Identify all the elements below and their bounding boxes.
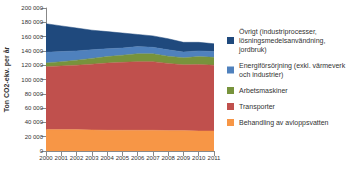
svg-text:120 000: 120 000 (21, 62, 43, 68)
svg-text:2011: 2011 (208, 155, 222, 161)
svg-text:200 000: 200 000 (21, 5, 43, 11)
svg-text:160 000: 160 000 (21, 34, 43, 40)
svg-text:80 000: 80 000 (25, 91, 44, 97)
svg-text:Behandling av avloppsvatten: Behandling av avloppsvatten (239, 119, 329, 127)
svg-text:2003: 2003 (85, 155, 99, 161)
svg-text:Ton CO2-ekv. per år: Ton CO2-ekv. per år (3, 46, 11, 112)
svg-text:2010: 2010 (192, 155, 206, 161)
svg-text:Arbetsmaskiner: Arbetsmaskiner (239, 87, 288, 94)
svg-text:2009: 2009 (177, 155, 191, 161)
svg-text:2004: 2004 (100, 155, 114, 161)
svg-text:180 000: 180 000 (21, 19, 43, 25)
svg-text:100 000: 100 000 (21, 77, 43, 83)
svg-text:lösningsmedelsanvändning,: lösningsmedelsanvändning, (239, 37, 327, 45)
svg-text:Övrigt (industriprocesser,: Övrigt (industriprocesser, (239, 28, 319, 36)
svg-text:20 000: 20 000 (25, 134, 44, 140)
svg-text:jordbruk): jordbruk) (238, 46, 267, 54)
svg-text:140 000: 140 000 (21, 48, 43, 54)
svg-text:0: 0 (40, 148, 44, 154)
svg-text:Transporter: Transporter (239, 103, 276, 111)
svg-text:2008: 2008 (162, 155, 176, 161)
svg-text:2007: 2007 (146, 155, 160, 161)
svg-text:2000: 2000 (39, 155, 53, 161)
svg-text:Energiförsörjning (exkl. värme: Energiförsörjning (exkl. värmeverk (239, 62, 347, 70)
svg-text:60 000: 60 000 (25, 105, 44, 111)
svg-text:och industrier): och industrier) (239, 71, 283, 79)
svg-text:2002: 2002 (70, 155, 84, 161)
svg-text:2006: 2006 (131, 155, 145, 161)
svg-text:40 000: 40 000 (25, 119, 44, 125)
svg-text:2005: 2005 (116, 155, 130, 161)
svg-text:2001: 2001 (55, 155, 69, 161)
